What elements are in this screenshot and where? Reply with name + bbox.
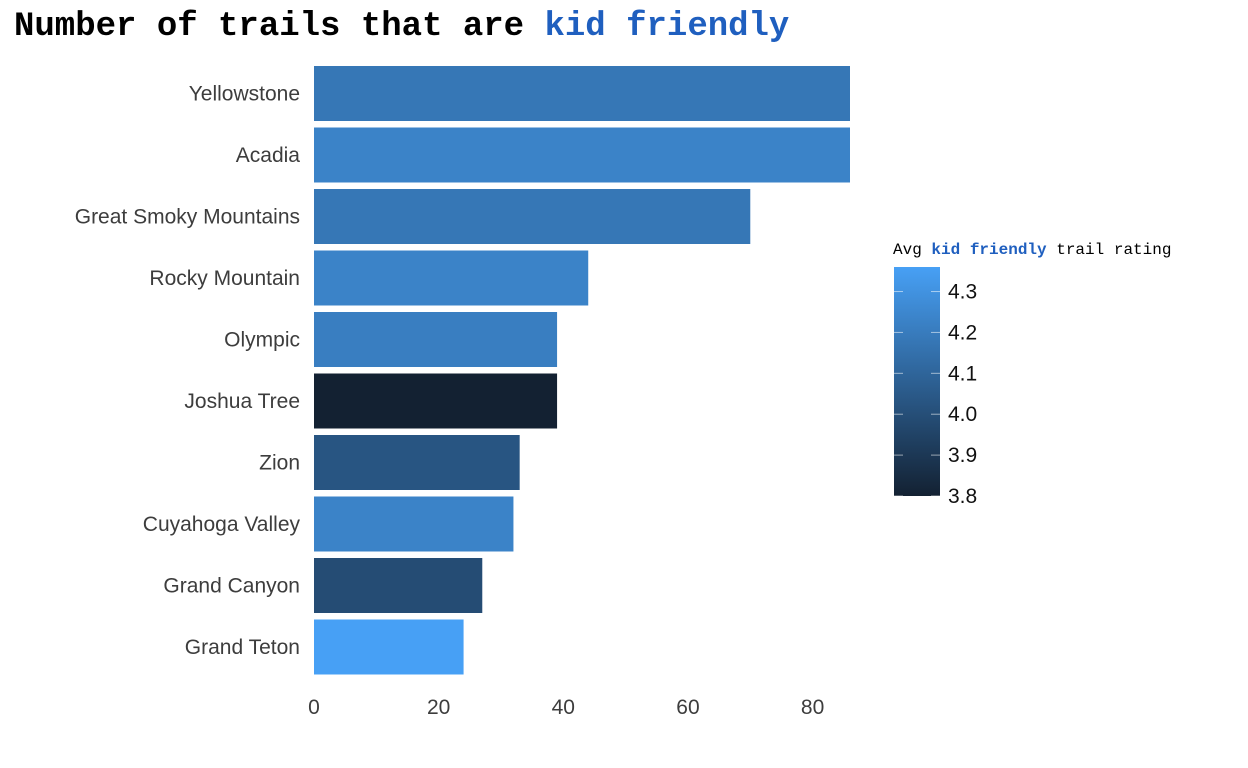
legend-title-prefix: Avg xyxy=(893,241,931,259)
x-tick-label: 80 xyxy=(801,696,824,719)
bar-zion xyxy=(314,435,520,490)
legend-tick-label: 4.2 xyxy=(948,321,977,344)
bar-grand-canyon xyxy=(314,558,483,613)
category-label: Rocky Mountain xyxy=(149,267,300,290)
legend-ticks: 3.8 3.9 4.0 4.1 4.2 4.3 xyxy=(894,281,977,508)
category-label: Joshua Tree xyxy=(184,390,300,413)
legend-tick-label: 3.8 xyxy=(948,485,977,508)
chart-title: Number of trails that are kid friendly xyxy=(14,8,789,46)
x-tick-label: 0 xyxy=(308,696,320,719)
chart-title-highlight: kid friendly xyxy=(545,8,790,46)
category-label: Grand Teton xyxy=(185,636,300,659)
bar-great-smoky-mountains xyxy=(314,189,751,244)
bar-cuyahoga-valley xyxy=(314,496,514,552)
category-label: Grand Canyon xyxy=(163,575,300,598)
bar-grand-teton xyxy=(314,619,464,675)
bar-olympic xyxy=(314,312,558,367)
legend: Avg kid friendly trail rating 3.8 3.9 4.0 4… xyxy=(893,241,1171,508)
legend-title-highlight: kid friendly xyxy=(931,241,1047,259)
category-labels: Yellowstone Acadia Great Smoky Mountains Ro… xyxy=(75,83,301,660)
x-tick-label: 20 xyxy=(427,696,450,719)
bar-acadia xyxy=(314,127,850,183)
category-label: Cuyahoga Valley xyxy=(143,513,301,536)
category-label: Yellowstone xyxy=(189,83,300,106)
bars xyxy=(314,66,850,675)
bar-yellowstone xyxy=(314,66,850,121)
bar-rocky-mountain xyxy=(314,250,589,306)
bar-joshua-tree xyxy=(314,373,558,429)
x-axis-ticks: 0 20 40 60 80 xyxy=(308,696,824,719)
category-label: Olympic xyxy=(224,329,300,352)
legend-tick-label: 4.3 xyxy=(948,281,977,304)
legend-tick-label: 4.1 xyxy=(948,362,977,385)
legend-tick-label: 3.9 xyxy=(948,444,977,467)
legend-tick-label: 4.0 xyxy=(948,403,977,426)
chart-title-prefix: Number of trails that are xyxy=(14,8,545,46)
legend-title: Avg kid friendly trail rating xyxy=(893,241,1171,259)
legend-colorbar xyxy=(894,267,940,496)
legend-title-suffix: trail rating xyxy=(1047,241,1172,259)
x-tick-label: 60 xyxy=(676,696,699,719)
x-tick-label: 40 xyxy=(552,696,575,719)
category-label: Zion xyxy=(259,452,300,475)
category-label: Great Smoky Mountains xyxy=(75,206,300,229)
category-label: Acadia xyxy=(236,144,301,167)
